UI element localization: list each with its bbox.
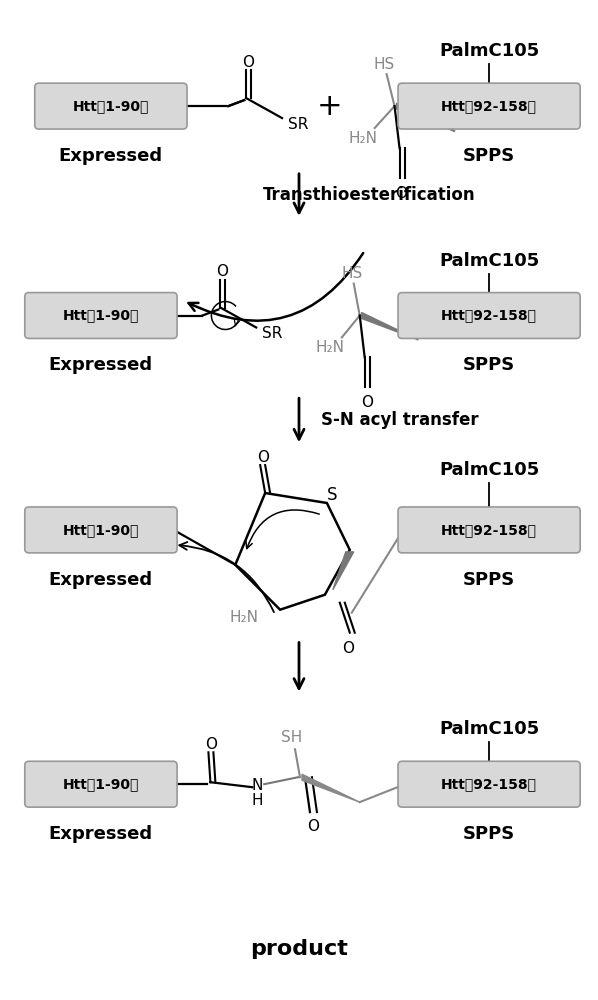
FancyBboxPatch shape [398, 83, 580, 129]
Text: SPPS: SPPS [463, 825, 515, 843]
Text: O: O [395, 186, 407, 201]
Text: product: product [250, 939, 348, 959]
Text: SPPS: SPPS [463, 356, 515, 374]
Text: PalmC105: PalmC105 [439, 42, 539, 60]
Text: HS: HS [341, 266, 362, 281]
Text: O: O [216, 264, 228, 279]
FancyBboxPatch shape [398, 761, 580, 807]
Text: HS: HS [374, 57, 395, 72]
Text: O: O [242, 55, 254, 70]
Text: O: O [307, 819, 319, 834]
Text: Transthioesterification: Transthioesterification [263, 186, 476, 204]
Text: H: H [251, 793, 263, 808]
Text: Expressed: Expressed [49, 356, 153, 374]
Text: SR: SR [262, 326, 282, 341]
Text: Htt（1-90）: Htt（1-90） [63, 309, 139, 323]
Polygon shape [333, 552, 354, 590]
Text: Expressed: Expressed [49, 825, 153, 843]
Text: PalmC105: PalmC105 [439, 252, 539, 270]
Text: H₂N: H₂N [315, 340, 344, 355]
Polygon shape [396, 103, 454, 131]
Text: Expressed: Expressed [49, 571, 153, 589]
Text: S-N acyl transfer: S-N acyl transfer [321, 411, 478, 429]
FancyBboxPatch shape [398, 293, 580, 338]
Polygon shape [362, 313, 417, 339]
Text: O: O [361, 395, 373, 410]
Text: O: O [342, 641, 354, 656]
Text: SR: SR [288, 117, 309, 132]
Text: Expressed: Expressed [59, 147, 163, 165]
FancyBboxPatch shape [25, 507, 177, 553]
Text: SPPS: SPPS [463, 571, 515, 589]
Text: O: O [257, 450, 269, 465]
Text: PalmC105: PalmC105 [439, 720, 539, 738]
Text: PalmC105: PalmC105 [439, 461, 539, 479]
FancyBboxPatch shape [25, 293, 177, 338]
Text: Htt（92-158）: Htt（92-158） [441, 99, 537, 113]
Text: SPPS: SPPS [463, 147, 515, 165]
Text: S: S [327, 486, 337, 504]
Text: N: N [252, 778, 263, 793]
Text: Htt（1-90）: Htt（1-90） [63, 523, 139, 537]
Text: +: + [317, 92, 343, 121]
Text: H₂N: H₂N [229, 610, 258, 625]
FancyBboxPatch shape [35, 83, 187, 129]
FancyBboxPatch shape [25, 761, 177, 807]
Text: Htt（92-158）: Htt（92-158） [441, 777, 537, 791]
Polygon shape [302, 774, 360, 802]
Text: Htt（92-158）: Htt（92-158） [441, 523, 537, 537]
Text: Htt（1-90）: Htt（1-90） [73, 99, 149, 113]
Text: SH: SH [282, 730, 303, 745]
Text: O: O [205, 737, 218, 752]
FancyBboxPatch shape [398, 507, 580, 553]
Text: H₂N: H₂N [348, 131, 377, 146]
Text: Htt（92-158）: Htt（92-158） [441, 309, 537, 323]
Text: Htt（1-90）: Htt（1-90） [63, 777, 139, 791]
